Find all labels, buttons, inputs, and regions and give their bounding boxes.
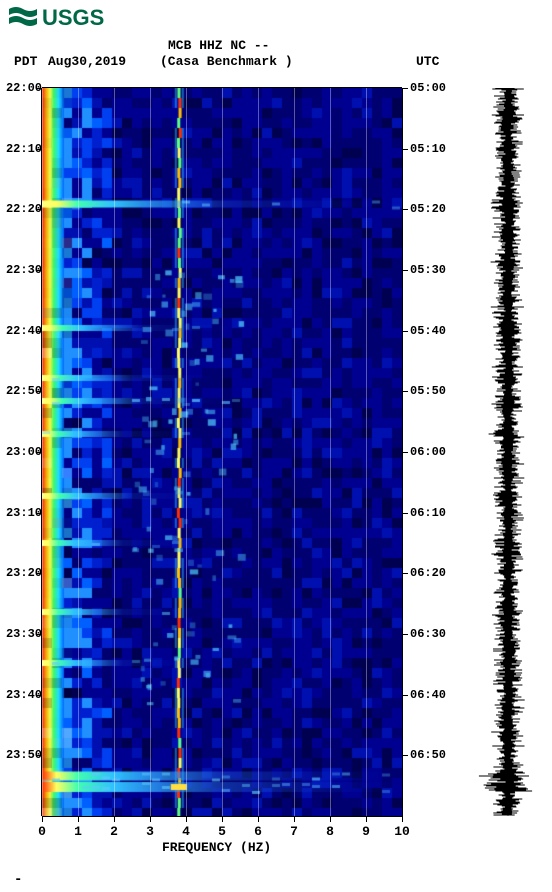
- ytick-right-6: 06:00: [410, 445, 452, 459]
- xtick-0: 0: [38, 824, 46, 839]
- station-code: MCB HHZ NC --: [168, 38, 269, 53]
- xtick-3: 3: [146, 824, 154, 839]
- xtick-6: 6: [254, 824, 262, 839]
- station-location: (Casa Benchmark ): [160, 54, 293, 69]
- svg-text:USGS: USGS: [42, 5, 104, 30]
- tz-left-label: PDT: [14, 54, 37, 69]
- seismogram-waveform: [478, 88, 538, 816]
- date-label: Aug30,2019: [48, 54, 126, 69]
- ytick-right-9: 06:30: [410, 627, 452, 641]
- spectrogram-area: [42, 88, 402, 816]
- xtick-1: 1: [74, 824, 82, 839]
- ytick-right-10: 06:40: [410, 688, 452, 702]
- xtick-7: 7: [290, 824, 298, 839]
- x-axis-label: FREQUENCY (HZ): [162, 840, 271, 855]
- xtick-9: 9: [362, 824, 370, 839]
- xtick-5: 5: [218, 824, 226, 839]
- xtick-2: 2: [110, 824, 118, 839]
- ytick-right-4: 05:40: [410, 324, 452, 338]
- ytick-right-1: 05:10: [410, 142, 452, 156]
- ytick-right-2: 05:20: [410, 202, 452, 216]
- tz-right-label: UTC: [416, 54, 439, 69]
- ytick-right-3: 05:30: [410, 263, 452, 277]
- ytick-right-8: 06:20: [410, 566, 452, 580]
- ytick-right-5: 05:50: [410, 384, 452, 398]
- xtick-10: 10: [394, 824, 410, 839]
- usgs-logo: USGS: [8, 4, 118, 30]
- ytick-right-7: 06:10: [410, 506, 452, 520]
- ytick-right-11: 06:50: [410, 748, 452, 762]
- xtick-8: 8: [326, 824, 334, 839]
- tiny-glyph: -: [14, 872, 22, 888]
- xtick-4: 4: [182, 824, 190, 839]
- ytick-right-0: 05:00: [410, 81, 452, 95]
